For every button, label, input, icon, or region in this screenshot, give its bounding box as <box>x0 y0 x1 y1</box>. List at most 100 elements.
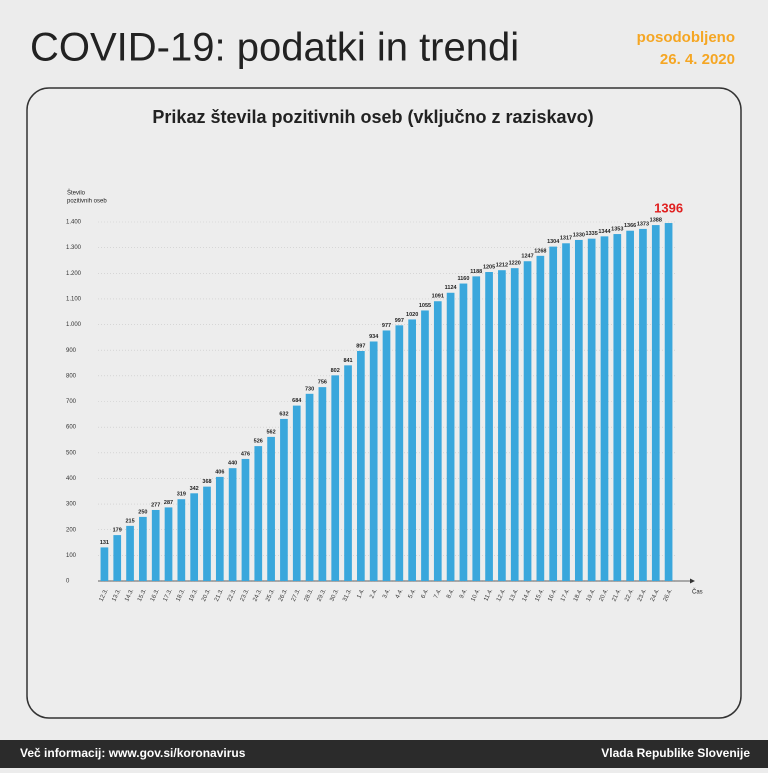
x-tick-label: 9.4. <box>459 588 469 600</box>
y-tick-label: 500 <box>66 450 77 456</box>
x-tick-label: 27.3. <box>291 588 302 603</box>
bar <box>318 387 327 581</box>
bar <box>536 255 545 581</box>
bar <box>639 228 647 581</box>
bar <box>382 330 391 581</box>
x-tick-label: 20.3. <box>201 588 212 603</box>
bar <box>613 234 622 582</box>
bar <box>587 238 596 582</box>
bar <box>292 405 301 581</box>
bar <box>549 246 558 582</box>
x-tick-label: 14.4. <box>522 588 533 603</box>
y-tick-label: 700 <box>66 399 77 405</box>
bar <box>254 446 263 581</box>
y-tick-label: 600 <box>66 425 77 431</box>
value-label: 1344 <box>598 229 611 235</box>
y-tick-label: 100 <box>66 553 77 559</box>
value-label: 841 <box>343 358 352 364</box>
footer-right: Vlada Republike Slovenije <box>601 746 750 760</box>
x-tick-label: 31.3. <box>342 588 353 603</box>
bar <box>510 268 519 581</box>
x-tick-label: 24.4. <box>650 588 661 603</box>
bar <box>113 535 122 581</box>
x-tick-label: 1.4. <box>356 588 366 600</box>
bar <box>626 230 634 581</box>
value-label: 1205 <box>483 264 495 270</box>
x-tick-label: 30.3. <box>329 588 340 603</box>
value-label: 632 <box>279 411 288 417</box>
bar <box>485 272 493 581</box>
x-tick-label: 17.3. <box>163 588 174 603</box>
x-tick-label: 15.3. <box>137 588 148 603</box>
value-label: 1055 <box>419 303 431 309</box>
value-label: 440 <box>228 461 237 467</box>
bar <box>215 476 224 581</box>
value-label: 1335 <box>586 231 598 237</box>
y-axis-label: pozitivnih oseb <box>67 199 107 205</box>
value-label: 897 <box>356 343 365 349</box>
footer-left: Več informacij: www.gov.si/koronavirus <box>20 746 246 760</box>
x-tick-label: 15.4. <box>535 588 546 603</box>
x-tick-label: 23.4. <box>637 588 648 603</box>
y-axis-label: Število <box>67 190 86 197</box>
value-label: 1160 <box>457 276 469 282</box>
x-tick-label: 22.4. <box>624 588 635 603</box>
value-label: 1220 <box>509 261 521 267</box>
value-label: 179 <box>113 528 122 534</box>
value-label: 684 <box>292 398 302 404</box>
x-tick-label: 12.3. <box>99 588 110 603</box>
value-label: 1247 <box>521 254 533 260</box>
value-label: 342 <box>190 486 199 492</box>
value-label: 997 <box>395 318 404 324</box>
x-tick-label: 5.4. <box>408 588 418 600</box>
bar <box>421 310 429 581</box>
bar <box>651 225 660 581</box>
bar <box>574 239 583 581</box>
bar <box>177 499 186 581</box>
bar <box>408 319 416 581</box>
value-label: 476 <box>241 451 250 457</box>
bar <box>369 341 378 581</box>
x-tick-label: 16.3. <box>150 588 161 603</box>
x-tick-label: 17.4. <box>560 588 571 603</box>
x-tick-label: 3.4. <box>382 588 392 600</box>
x-axis-arrow <box>690 578 695 584</box>
value-label: 1020 <box>406 312 418 318</box>
bar <box>357 350 365 581</box>
x-tick-label: 14.3. <box>124 588 135 603</box>
value-label: 1373 <box>637 221 649 227</box>
x-tick-label: 21.3. <box>214 588 225 603</box>
x-tick-label: 6.4. <box>421 588 431 600</box>
x-tick-label: 4.4. <box>395 588 405 600</box>
bar <box>498 270 506 581</box>
x-tick-label: 20.4. <box>599 588 610 603</box>
y-tick-label: 1.400 <box>66 220 82 226</box>
bar <box>280 418 288 581</box>
value-label: 1124 <box>445 285 458 291</box>
y-tick-label: 800 <box>66 373 77 379</box>
value-label: 368 <box>202 479 211 485</box>
bar <box>562 243 570 581</box>
chart-title: Prikaz števila pozitivnih oseb (vključno… <box>152 107 593 127</box>
updated-date: 26. 4. 2020 <box>660 51 735 68</box>
value-label: 1330 <box>573 232 585 238</box>
x-tick-label: 12.4. <box>496 588 507 603</box>
bar <box>433 301 442 581</box>
value-label: 319 <box>177 492 186 498</box>
x-tick-label: 21.4. <box>611 588 622 603</box>
value-label: 250 <box>138 509 147 515</box>
page-title: COVID-19: podatki in trendi <box>30 26 519 70</box>
value-label: 526 <box>254 439 263 445</box>
bar <box>395 325 404 581</box>
x-tick-label: 28.3. <box>304 588 315 603</box>
x-tick-label: 18.3. <box>176 588 187 603</box>
bar <box>164 507 173 581</box>
y-tick-label: 1.200 <box>66 271 82 277</box>
y-tick-label: 1.100 <box>66 297 82 303</box>
bar <box>126 525 134 581</box>
x-tick-label: 25.3. <box>265 588 276 603</box>
value-label: 756 <box>318 380 327 386</box>
bar <box>267 436 275 581</box>
bar <box>472 276 481 581</box>
